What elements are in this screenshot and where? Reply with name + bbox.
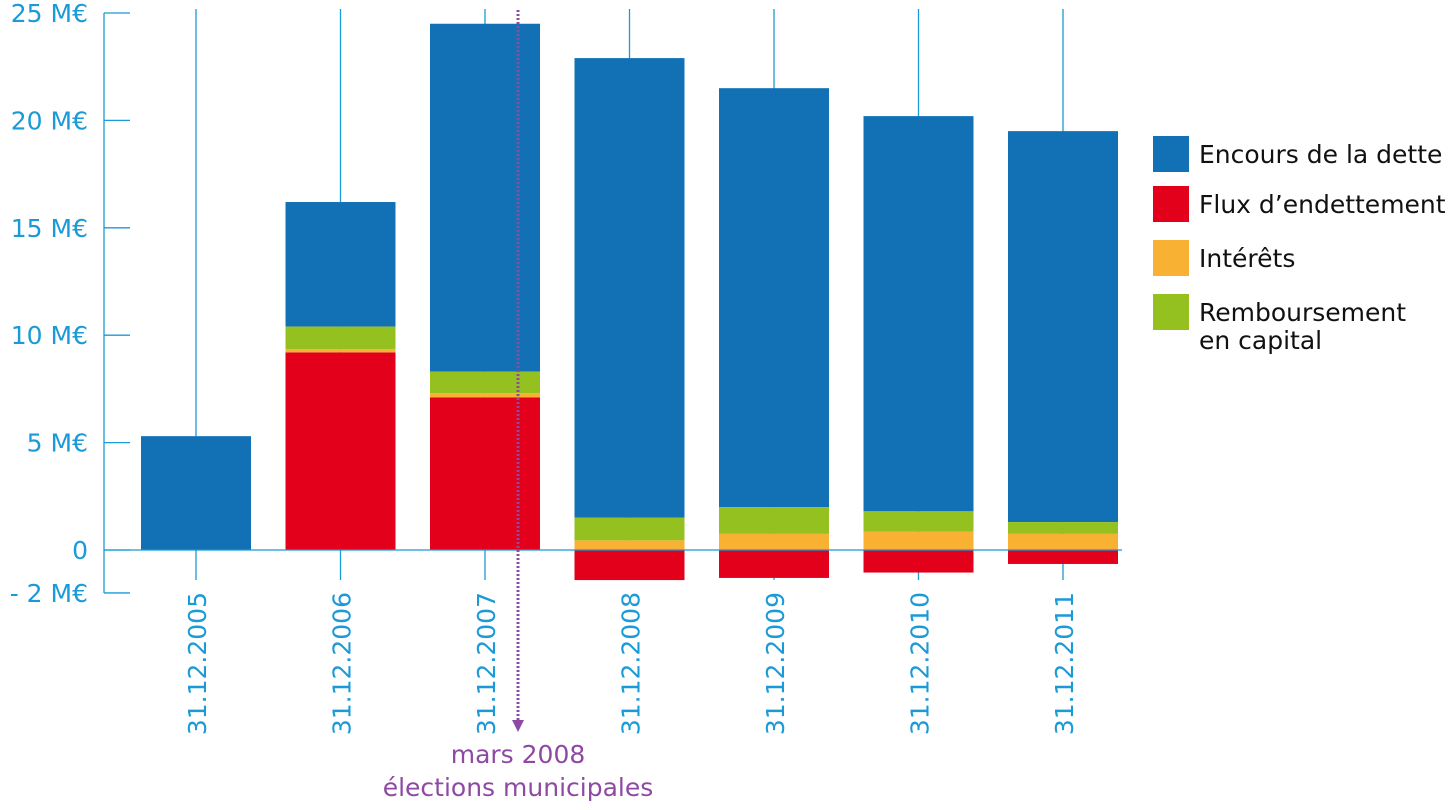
x-tick-label: 31.12.2011: [1050, 592, 1079, 735]
y-tick-label: 15 M€: [11, 214, 88, 243]
legend-label: Flux d’endettement: [1199, 190, 1446, 219]
bar-segment-2-31.12.2007: [430, 397, 540, 550]
y-tick-label: 0: [72, 536, 88, 565]
legend-label: Remboursement: [1199, 298, 1406, 327]
bar-segment-4-31.12.2007: [430, 371, 540, 394]
bar-segment-3-31.12.2006: [285, 349, 396, 353]
bar-segment-3-31.12.2011: [1008, 533, 1118, 550]
bar-segment-1-31.12.2007: [430, 23, 540, 372]
y-tick-label: 10 M€: [11, 321, 88, 350]
annotation: mars 2008 élections municipales: [383, 10, 654, 802]
annotation-text: mars 2008: [451, 740, 586, 769]
bar-segment-3-31.12.2009: [719, 533, 829, 550]
bar-segment-3-31.12.2010: [863, 531, 974, 550]
bar-segment-1-31.12.2008: [574, 58, 685, 518]
bar-segment-4-31.12.2006: [285, 326, 396, 350]
bar-segment-1-31.12.2010: [863, 116, 974, 512]
bar-segment-3-31.12.2007: [430, 393, 540, 398]
legend: Encours de la dette Flux d’endettement Int…: [1153, 136, 1446, 355]
legend-swatch: [1153, 136, 1189, 172]
y-tick-label: 25 M€: [11, 0, 88, 28]
bar-segment-4-31.12.2010: [863, 511, 974, 532]
bar-segment-4-31.12.2008: [574, 517, 685, 541]
axes: [103, 12, 1122, 594]
x-tick-label: 31.12.2009: [761, 592, 790, 735]
x-tick-labels: 31.12.2005 31.12.2006 31.12.2007 31.12.2008…: [183, 592, 1079, 735]
bar-segment-1-31.12.2005: [141, 436, 251, 550]
bar-segment-2-31.12.2010: [863, 550, 974, 573]
bar-segment-4-31.12.2009: [719, 507, 829, 534]
x-tick-label: 31.12.2010: [906, 592, 935, 735]
x-tick-label: 31.12.2008: [617, 592, 646, 735]
bars: [141, 23, 1118, 581]
bar-segment-2-31.12.2006: [285, 352, 396, 550]
legend-swatch: [1153, 294, 1189, 330]
x-tick-label: 31.12.2005: [183, 592, 212, 735]
legend-label: en capital: [1199, 326, 1322, 355]
bar-segment-1-31.12.2009: [719, 88, 829, 508]
bar-segment-1-31.12.2011: [1008, 131, 1118, 523]
y-tick-labels: 25 M€ 20 M€ 15 M€ 10 M€ 5 M€ 0 - 2 M€: [10, 0, 88, 608]
bar-segment-1-31.12.2006: [285, 202, 396, 327]
bar-segment-2-31.12.2009: [719, 550, 829, 578]
bar-segment-2-31.12.2011: [1008, 550, 1118, 564]
legend-label: Intérêts: [1199, 244, 1295, 273]
annotation-arrow-head: [512, 720, 524, 732]
legend-swatch: [1153, 240, 1189, 276]
x-tick-label: 31.12.2006: [328, 592, 357, 735]
y-tick-label: 20 M€: [11, 106, 88, 135]
bar-segment-4-31.12.2011: [1008, 522, 1118, 534]
bar-segment-2-31.12.2008: [574, 550, 685, 581]
y-tick-label: 5 M€: [27, 429, 88, 458]
y-tick-label: - 2 M€: [10, 579, 88, 608]
legend-label: Encours de la dette: [1199, 140, 1442, 169]
bar-segment-3-31.12.2008: [574, 540, 685, 550]
legend-swatch: [1153, 186, 1189, 222]
annotation-text: élections municipales: [383, 773, 654, 802]
x-tick-label: 31.12.2007: [472, 592, 501, 735]
